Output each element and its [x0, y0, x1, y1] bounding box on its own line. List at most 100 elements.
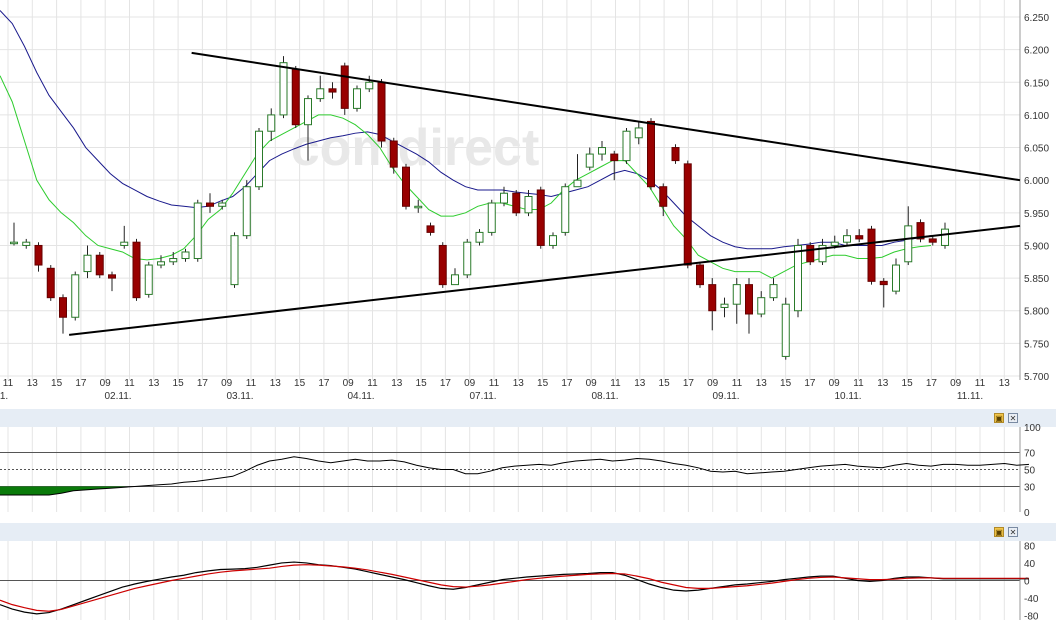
- resistance-trendline: [191, 51, 1021, 182]
- x-tick-label: 17: [197, 378, 209, 389]
- candle-body: [10, 241, 18, 245]
- candle: [132, 238, 141, 301]
- rsi-y-tick-label: 100: [1024, 423, 1041, 434]
- x-tick-label: 17: [318, 378, 330, 389]
- rsi-y-tick-label: 50: [1024, 466, 1036, 477]
- date-label: 10.11.: [834, 391, 861, 402]
- candle-body: [536, 189, 545, 246]
- macd-panel[interactable]: 80 40 0 -40 -80: [0, 523, 1056, 620]
- candle-body: [451, 274, 459, 286]
- candle-body: [830, 241, 839, 246]
- rsi-header-bar: [0, 409, 1056, 427]
- candle: [10, 222, 18, 246]
- candle: [769, 278, 778, 301]
- y-tick-label: 5.950: [1024, 209, 1049, 220]
- candle: [745, 278, 753, 334]
- candle-body: [132, 241, 141, 299]
- x-tick-label: 15: [294, 378, 306, 389]
- candle: [438, 242, 447, 288]
- candle: [389, 137, 398, 174]
- x-tick-label: 13: [391, 378, 403, 389]
- x-tick-label: 11: [246, 378, 257, 389]
- macd-signal-line: [0, 564, 1029, 612]
- candle-body: [230, 235, 239, 286]
- y-tick-label: 6.250: [1024, 13, 1049, 24]
- candle: [610, 150, 619, 181]
- candle: [487, 199, 496, 236]
- candle-body: [549, 235, 557, 246]
- x-tick-label: 09: [586, 378, 598, 389]
- trendlines: [69, 51, 1021, 336]
- candle: [463, 238, 472, 279]
- candle: [291, 65, 300, 128]
- candle: [402, 163, 410, 210]
- x-tick-label: 11: [610, 378, 621, 389]
- candle: [59, 294, 67, 334]
- candle: [757, 291, 766, 318]
- candle: [475, 229, 484, 246]
- y-tick-label: 6.150: [1024, 78, 1049, 89]
- price-chart-panel[interactable]: comdirect 6.250 6.200 6.150 6.100 6.050 6.000…: [0, 0, 1049, 402]
- candle: [377, 79, 386, 148]
- candle: [781, 297, 790, 360]
- candle-body: [291, 68, 300, 126]
- candle-body: [377, 81, 386, 142]
- x-tick-label: 15: [780, 378, 792, 389]
- x-tick-label: 15: [416, 378, 428, 389]
- candle: [708, 278, 717, 331]
- x-tick-label: 13: [513, 378, 525, 389]
- candle-body: [34, 244, 43, 266]
- candle: [22, 238, 31, 249]
- macd-y-tick-label: 40: [1024, 559, 1036, 570]
- moving-average-lines: [0, 10, 932, 279]
- support-trendline: [69, 224, 1021, 336]
- x-tick-label: 09: [707, 378, 719, 389]
- candle: [144, 261, 153, 298]
- candle: [169, 251, 178, 266]
- candle: [843, 229, 851, 246]
- candle: [46, 265, 55, 301]
- candle-body: [169, 258, 178, 263]
- candle: [353, 85, 361, 112]
- x-tick-label: 13: [148, 378, 160, 389]
- candle: [414, 199, 423, 213]
- y-tick-label: 6.200: [1024, 46, 1049, 57]
- y-tick-label: 5.700: [1024, 372, 1049, 383]
- moving-average-short-line: [0, 75, 932, 279]
- x-tick-label: 13: [999, 378, 1011, 389]
- date-label: 11.11.: [957, 391, 983, 402]
- candle: [512, 189, 521, 217]
- candle: [157, 255, 165, 269]
- y-tick-label: 6.050: [1024, 144, 1049, 155]
- candle-body: [414, 205, 423, 209]
- macd-close-icon[interactable]: ✕: [1008, 527, 1018, 537]
- candle: [806, 242, 815, 266]
- candle-body: [500, 192, 508, 204]
- y-tick-label: 6.100: [1024, 111, 1049, 122]
- candle-body: [806, 244, 815, 263]
- macd-y-tick-label: 0: [1024, 577, 1030, 588]
- candle: [242, 180, 251, 239]
- macd-grid: [0, 541, 1021, 620]
- y-tick-label: 5.750: [1024, 339, 1049, 350]
- y-tick-label: 5.850: [1024, 274, 1049, 285]
- rsi-y-tick-label: 0: [1024, 508, 1030, 519]
- candle-body: [438, 244, 447, 286]
- price-plot-area: [0, 0, 1020, 380]
- rsi-panel[interactable]: 100 70 50 30 0: [0, 409, 1056, 519]
- candle-body: [634, 127, 643, 139]
- x-tick-label: 11: [853, 378, 864, 389]
- candle-body: [818, 244, 827, 263]
- date-label: 08.11.: [591, 391, 618, 402]
- rsi-y-tick-label: 30: [1024, 483, 1036, 494]
- x-tick-label: 13: [756, 378, 768, 389]
- macd-settings-icon[interactable]: ▣: [994, 527, 1004, 537]
- candle: [683, 160, 692, 269]
- candle-body: [365, 81, 374, 90]
- rsi-settings-icon[interactable]: ▣: [994, 413, 1004, 423]
- candle-body: [402, 166, 410, 207]
- candle-body: [843, 235, 851, 243]
- x-tick-label: 09: [464, 378, 476, 389]
- rsi-close-icon[interactable]: ✕: [1008, 413, 1018, 423]
